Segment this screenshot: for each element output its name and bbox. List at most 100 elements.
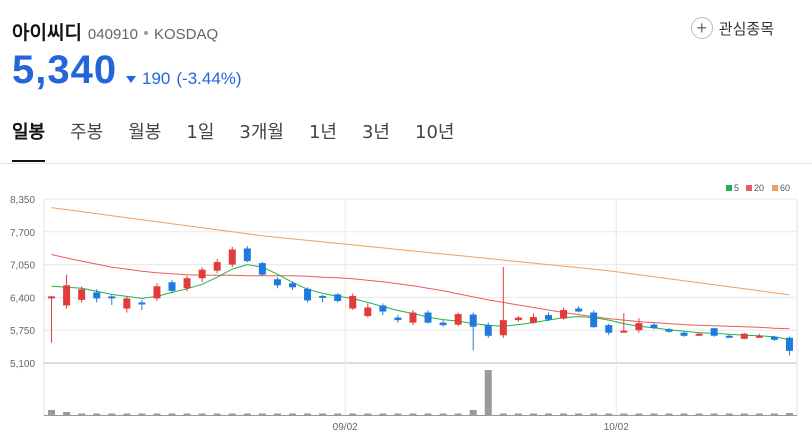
candle-body [168, 282, 176, 291]
candle-body [665, 329, 673, 332]
tab-3year[interactable]: 3년 [361, 122, 390, 143]
y-tick-label: 5,100 [10, 359, 35, 370]
volume-bar [665, 413, 673, 415]
tab-daily[interactable]: 일봉 [12, 118, 46, 162]
y-tick-label: 7,050 [10, 261, 35, 272]
volume-bar [529, 413, 537, 415]
tab-1day[interactable]: 1일 [186, 122, 215, 143]
tab-1year[interactable]: 1년 [308, 122, 337, 143]
candle-body [770, 336, 778, 340]
candle-body [499, 320, 507, 336]
candle-body [575, 308, 583, 312]
volume-bar [243, 413, 251, 415]
volume-bar [153, 413, 161, 415]
candle-body [93, 292, 101, 299]
tab-weekly[interactable]: 주봉 [70, 122, 104, 143]
down-arrow-icon [126, 75, 136, 83]
candle-body [108, 296, 116, 299]
candle-body [545, 315, 553, 320]
candle-body [725, 335, 733, 338]
legend-label: 5 [734, 183, 739, 193]
period-tabs: 일봉 주봉 월봉 1일 3개월 1년 3년 10년 [12, 118, 479, 162]
volume-bar [680, 413, 688, 415]
tab-monthly[interactable]: 월봉 [128, 122, 162, 143]
volume-bar [439, 413, 447, 415]
volume-bar [605, 413, 613, 415]
candle-body [785, 337, 793, 351]
legend-label: 60 [780, 183, 790, 193]
change-percent: (-3.44%) [176, 69, 242, 88]
candle-body [590, 312, 598, 328]
volume-bar [650, 413, 658, 415]
volume-bar [545, 413, 553, 415]
tab-10year[interactable]: 10년 [415, 122, 455, 143]
volume-bar [123, 413, 131, 415]
legend-swatch [772, 185, 778, 191]
candle-body [243, 248, 251, 262]
volume-bar [304, 413, 312, 415]
add-watchlist-button[interactable]: + 관심종목 [690, 17, 774, 39]
volume-bar [63, 412, 71, 415]
candle-body [740, 333, 748, 339]
volume-bar [228, 413, 236, 415]
candle-body [364, 307, 372, 317]
legend-label: 20 [754, 183, 764, 193]
candle-body [710, 328, 718, 336]
volume-bar [288, 413, 296, 415]
candle-body [379, 305, 387, 312]
market-name: KOSDAQ [153, 26, 219, 43]
change-amount: 190 [142, 69, 171, 88]
candle-body [258, 263, 266, 275]
volume-bar [409, 413, 417, 415]
volume-bar [424, 413, 432, 415]
candle-body [304, 288, 312, 301]
current-price: 5,340 [12, 48, 118, 92]
volume-bar [364, 413, 372, 415]
volume-bar [560, 413, 568, 415]
stock-header: 아이씨디 040910 KOSDAQ [12, 18, 218, 45]
volume-bar [469, 410, 477, 415]
volume-bar [454, 413, 462, 415]
volume-bar [710, 413, 718, 415]
volume-bar [755, 413, 763, 415]
price-change: 190 (-3.44%) [126, 69, 242, 89]
legend-swatch [726, 185, 732, 191]
candle-body [394, 317, 402, 321]
candle-body [605, 325, 613, 333]
y-tick-label: 7,700 [10, 228, 35, 239]
x-tick-label: 10/02 [604, 422, 629, 433]
volume-bar [785, 413, 793, 415]
candle-body [409, 312, 417, 323]
volume-bar [695, 413, 703, 415]
candle-body [138, 302, 146, 305]
candle-body [48, 296, 56, 299]
volume-bar [725, 413, 733, 415]
candle-body [484, 325, 492, 336]
volume-bar [334, 413, 342, 415]
candle-body [680, 332, 688, 336]
candle-body [650, 324, 658, 329]
volume-bar [379, 413, 387, 415]
candle-body [78, 289, 86, 300]
candle-body [424, 312, 432, 323]
watchlist-label: 관심종목 [718, 19, 774, 38]
volume-bar [635, 413, 643, 415]
candle-body [454, 314, 462, 325]
volume-bar [514, 413, 522, 415]
volume-bar [198, 413, 206, 415]
candle-body [213, 262, 221, 271]
volume-bar [93, 413, 101, 415]
candle-body [349, 295, 357, 309]
separator-dot [143, 31, 148, 35]
candle-body [560, 310, 568, 319]
candle-body [469, 314, 477, 327]
volume-bar [590, 413, 598, 415]
volume-bar [48, 410, 56, 415]
candle-body [273, 279, 281, 286]
tab-3month[interactable]: 3개월 [239, 122, 284, 143]
volume-bar [349, 413, 357, 415]
volume-bar [78, 413, 86, 415]
candle-body [514, 317, 522, 321]
candle-body [439, 322, 447, 326]
